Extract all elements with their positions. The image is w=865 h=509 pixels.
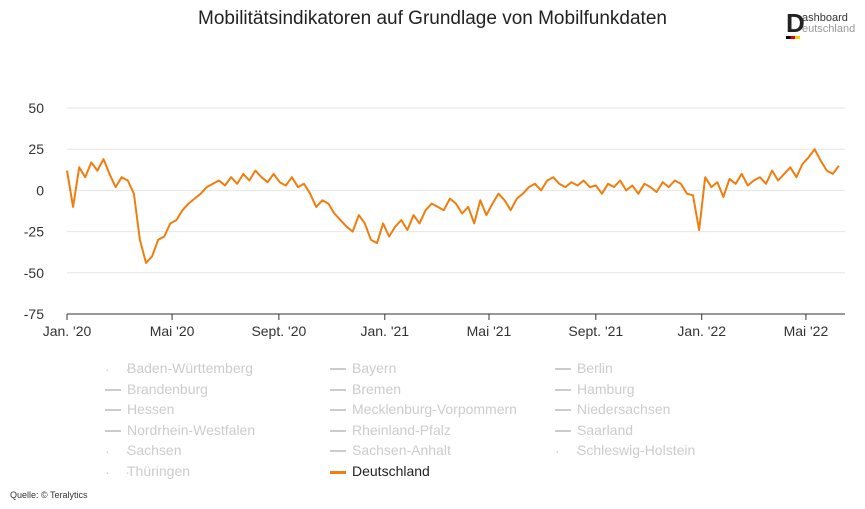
legend-item[interactable]: Berlin — [555, 358, 613, 378]
legend-label: Rheinland-Pfalz — [352, 421, 451, 438]
legend-label: Hessen — [127, 401, 175, 417]
dotted-line-icon — [555, 441, 580, 461]
legend-item[interactable]: Deutschland — [330, 461, 430, 481]
legend-item[interactable]: Hessen — [105, 399, 174, 419]
legend-label: Berlin — [577, 360, 613, 376]
legend-label: Bremen — [352, 380, 402, 397]
legend-item[interactable]: Saarland — [555, 420, 633, 440]
y-tick-label: -50 — [24, 265, 44, 281]
legend-item[interactable]: Thüringen — [105, 461, 191, 482]
legend-label: Baden-Württemberg — [127, 360, 254, 376]
line-icon — [105, 405, 121, 415]
legend-label: Brandenburg — [127, 380, 208, 397]
legend-item[interactable]: Hamburg — [555, 379, 635, 399]
x-tick-label: Sept. '20 — [251, 323, 306, 339]
legend-item[interactable]: Nordrhein-Westfalen — [105, 420, 255, 440]
grid-lines — [67, 107, 845, 315]
legend-label: Niedersachsen — [577, 401, 671, 417]
line-icon — [555, 426, 571, 436]
x-tick-label: Sept. '21 — [568, 323, 623, 339]
x-tick-label: Jan. '22 — [677, 323, 726, 339]
line-icon — [105, 426, 121, 436]
legend-item[interactable]: Rheinland-Pfalz — [330, 420, 451, 440]
logo-line1: ashboard — [802, 12, 848, 24]
line-icon — [330, 385, 346, 395]
line-icon — [330, 364, 346, 374]
legend-item[interactable]: Bremen — [330, 379, 401, 399]
legend-item[interactable]: Sachsen-Anhalt — [330, 440, 451, 460]
line-icon — [330, 467, 346, 477]
line-icon — [330, 405, 346, 415]
x-tick-label: Jan. '21 — [360, 323, 409, 339]
line-icon — [330, 446, 346, 456]
legend-label: Deutschland — [352, 462, 430, 479]
line-icon — [330, 426, 346, 436]
legend-label: Schleswig-Holstein — [577, 442, 696, 458]
source-note: Quelle: © Teralytics — [10, 490, 88, 500]
y-tick-label: 50 — [28, 100, 44, 116]
x-tick-label: Mai '21 — [467, 323, 512, 339]
legend-item[interactable]: Baden-Württemberg — [105, 358, 254, 379]
legend-label: Thüringen — [127, 462, 191, 479]
y-axis-ticks: 50 25 0 -25 -50 -75 — [24, 100, 44, 322]
legend-label: Sachsen-Anhalt — [352, 442, 451, 458]
y-tick-label: 0 — [36, 182, 44, 198]
line-icon — [555, 405, 571, 415]
legend-item[interactable]: Sachsen — [105, 440, 182, 461]
legend-label: Sachsen — [127, 442, 182, 458]
dashboard-deutschland-logo[interactable]: D ashboard eutschland — [786, 8, 860, 39]
line-icon — [105, 385, 121, 395]
line-icon — [555, 385, 571, 395]
flag-icon — [786, 36, 800, 39]
legend-label: Hamburg — [577, 380, 635, 397]
y-tick-label: -75 — [24, 306, 44, 322]
legend-item[interactable]: Bayern — [330, 358, 396, 378]
y-tick-label: 25 — [28, 141, 44, 157]
legend-label: Bayern — [352, 360, 397, 376]
x-tick-label: Mai '22 — [784, 323, 829, 339]
legend-item[interactable]: Niedersachsen — [555, 399, 670, 419]
legend-label: Nordrhein-Westfalen — [127, 421, 256, 438]
dotted-line-icon — [105, 359, 130, 379]
legend-label: Saarland — [577, 421, 634, 438]
logo-letter: D — [786, 8, 805, 38]
line-icon — [555, 364, 571, 374]
legend-item[interactable]: Brandenburg — [105, 379, 208, 399]
legend: Baden-Württemberg Bayern Berlin Brandenburg… — [100, 358, 800, 484]
x-axis-ticks: Jan. '20 Mai '20 Sept. '20 Jan. '21 Mai '21 S… — [43, 314, 829, 339]
dotted-line-icon — [105, 441, 130, 461]
legend-label: Mecklenburg-Vorpommern — [352, 401, 517, 417]
x-tick-label: Jan. '20 — [43, 323, 92, 339]
x-tick-label: Mai '20 — [150, 323, 195, 339]
y-tick-label: -25 — [24, 224, 44, 240]
logo-line2: eutschland — [802, 23, 856, 35]
dotted-line-icon — [105, 462, 130, 482]
legend-item[interactable]: Mecklenburg-Vorpommern — [330, 399, 517, 419]
series-line-deutschland[interactable] — [66, 148, 840, 264]
series-layer — [66, 148, 840, 264]
legend-item[interactable]: Schleswig-Holstein — [555, 440, 696, 461]
chart-title: Mobilitätsindikatoren auf Grundlage von … — [198, 8, 667, 29]
